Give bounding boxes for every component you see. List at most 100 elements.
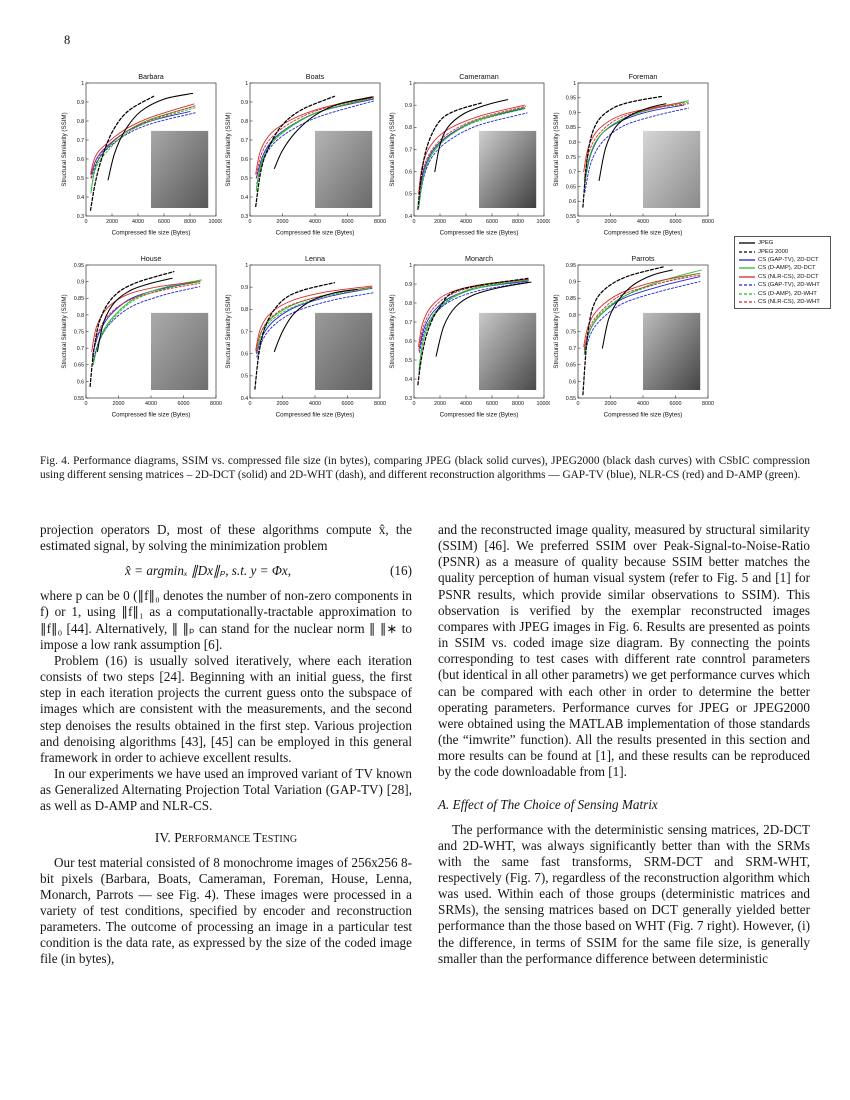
y-axis-label: Structural Similarity (SSIM) bbox=[225, 112, 232, 186]
legend-line-sample bbox=[739, 242, 755, 244]
figure-4: 0 2000 4000 6000 8000 10000 0.3 0.4 0.5 0.6 0.7 0.8… bbox=[40, 70, 831, 450]
y-axis-label: Structural Similarity (SSIM) bbox=[389, 112, 396, 186]
x-tick-label: 8000 bbox=[702, 219, 714, 225]
x-tick-label: 0 bbox=[413, 401, 416, 407]
legend-entry: CS (NLR-CS), 2D-DCT bbox=[738, 273, 827, 281]
x-tick-label: 2000 bbox=[605, 219, 617, 225]
x-tick-label: 8000 bbox=[512, 219, 524, 225]
series-cs-nlr-cs-2d-dct bbox=[90, 103, 195, 175]
x-tick-label: 0 bbox=[413, 219, 416, 225]
x-tick-label: 8000 bbox=[702, 401, 714, 407]
chart-barbara: 0 2000 4000 6000 8000 10000 0.3 0.4 0.5 0.6 0.7 0.8… bbox=[58, 70, 224, 248]
x-tick-label: 4000 bbox=[460, 219, 472, 225]
legend-label: JPEG 2000 bbox=[758, 248, 789, 255]
y-tick-label: 0.9 bbox=[241, 285, 249, 291]
y-tick-label: 0.3 bbox=[77, 214, 85, 220]
y-tick-label: 0.8 bbox=[405, 301, 413, 307]
chart-title: Monarch bbox=[465, 254, 493, 263]
x-tick-label: 4000 bbox=[637, 401, 649, 407]
x-tick-label: 8000 bbox=[374, 219, 386, 225]
y-tick-label: 0.9 bbox=[77, 100, 85, 106]
y-tick-label: 1 bbox=[245, 263, 248, 269]
inset-image-parrots-photo bbox=[643, 312, 701, 390]
legend-entry: JPEG 2000 bbox=[738, 247, 827, 255]
legend-label: CS (GAP-TV), 2D-DCT bbox=[758, 256, 819, 263]
series-cs-nlr-cs-2d-wht bbox=[418, 105, 527, 199]
x-tick-label: 6000 bbox=[670, 401, 682, 407]
chart-lenna: 0 2000 4000 6000 8000 0.4 0.5 0.6 0.7 0.8 0.9 1 Lenn… bbox=[222, 252, 386, 430]
y-tick-label: 0.85 bbox=[566, 296, 577, 302]
x-tick-label: 10000 bbox=[537, 219, 551, 225]
series-jpeg-2000 bbox=[582, 95, 664, 208]
chart-title: Lenna bbox=[305, 254, 325, 263]
x-tick-label: 2000 bbox=[434, 219, 446, 225]
y-tick-label: 0.55 bbox=[566, 214, 577, 220]
x-tick-label: 2000 bbox=[113, 401, 125, 407]
y-tick-label: 0.8 bbox=[241, 307, 249, 313]
legend-label: CS (NLR-CS), 2D-WHT bbox=[758, 298, 820, 305]
y-tick-label: 0.7 bbox=[241, 329, 249, 335]
x-tick-label: 6000 bbox=[158, 219, 170, 225]
paragraph: and the reconstructed image quality, mea… bbox=[438, 522, 810, 780]
y-tick-label: 0.6 bbox=[77, 157, 85, 163]
y-tick-label: 1 bbox=[245, 81, 248, 87]
x-tick-label: 8000 bbox=[184, 219, 196, 225]
paragraph: In our experiments we have used an impro… bbox=[40, 766, 412, 814]
x-tick-label: 0 bbox=[85, 219, 88, 225]
y-tick-label: 0.95 bbox=[566, 263, 577, 269]
x-tick-label: 2000 bbox=[106, 219, 118, 225]
x-tick-label: 4000 bbox=[637, 219, 649, 225]
inset-image-cameraman-photo bbox=[479, 130, 537, 208]
series-jpeg-2000 bbox=[255, 95, 336, 208]
chart-svg-foreman: 0 2000 4000 6000 8000 0.55 0.6 0.65 0.7 0.75 0.8 0.… bbox=[553, 72, 714, 237]
subsection-heading: A. Effect of The Choice of Sensing Matri… bbox=[438, 796, 658, 812]
series-cs-nlr-cs-2d-dct bbox=[583, 272, 701, 347]
series-cs-nlr-cs-2d-wht bbox=[90, 105, 196, 179]
x-axis-label: Compressed file size (Bytes) bbox=[604, 230, 683, 237]
x-axis-label: Compressed file size (Bytes) bbox=[112, 412, 191, 419]
chart-house: 0 2000 4000 6000 8000 0.55 0.6 0.65 0.7 0.75 0.8 0.… bbox=[58, 252, 222, 430]
chart-svg-monarch: 0 2000 4000 6000 8000 10000 0.3 0.4 0.5 0.6 0.7 0.8… bbox=[389, 254, 552, 419]
y-tick-label: 0.75 bbox=[566, 155, 577, 161]
series-cs-nlr-cs-2d-wht bbox=[255, 96, 374, 179]
paragraph: Problem (16) is usually solved iterative… bbox=[40, 652, 412, 765]
chart-title: Barbara bbox=[138, 72, 164, 81]
chart-svg-barbara: 0 2000 4000 6000 8000 10000 0.3 0.4 0.5 0.6 0.7 0.8… bbox=[61, 72, 224, 237]
y-tick-label: 0.7 bbox=[77, 138, 85, 144]
x-tick-label: 4000 bbox=[309, 219, 321, 225]
x-tick-label: 4000 bbox=[145, 401, 157, 407]
inset-image-boats-photo bbox=[315, 130, 373, 208]
y-tick-label: 0.9 bbox=[405, 103, 413, 109]
chart-monarch: 0 2000 4000 6000 8000 10000 0.3 0.4 0.5 0.6 0.7 0.8… bbox=[386, 252, 552, 430]
y-tick-label: 0.4 bbox=[405, 377, 413, 383]
chart-title: Foreman bbox=[629, 72, 658, 81]
y-tick-label: 0.5 bbox=[241, 374, 249, 380]
x-tick-label: 8000 bbox=[374, 401, 386, 407]
y-tick-label: 0.8 bbox=[569, 140, 577, 146]
chart-svg-lenna: 0 2000 4000 6000 8000 0.4 0.5 0.6 0.7 0.8 0.9 1 Lenn… bbox=[225, 254, 386, 419]
x-tick-label: 8000 bbox=[512, 401, 524, 407]
y-tick-label: 0.6 bbox=[569, 199, 577, 205]
y-tick-label: 0.4 bbox=[241, 396, 249, 402]
y-tick-label: 0.9 bbox=[405, 282, 413, 288]
series-jpeg bbox=[273, 288, 358, 353]
y-tick-label: 0.8 bbox=[77, 119, 85, 125]
y-tick-label: 0.75 bbox=[74, 329, 85, 335]
y-tick-label: 0.6 bbox=[77, 379, 85, 385]
y-tick-label: 0.7 bbox=[241, 138, 249, 144]
y-tick-label: 0.5 bbox=[405, 192, 413, 198]
series-cs-d-amp-2d-dct bbox=[90, 106, 194, 194]
x-axis-label: Compressed file size (Bytes) bbox=[440, 412, 519, 419]
y-tick-label: 0.9 bbox=[241, 100, 249, 106]
y-tick-label: 0.75 bbox=[566, 329, 577, 335]
figure-row-2: 0 2000 4000 6000 8000 0.55 0.6 0.65 0.7 0.75 0.8 0.… bbox=[58, 252, 810, 430]
y-axis-label: Structural Similarity (SSIM) bbox=[553, 112, 560, 186]
y-tick-label: 0.65 bbox=[566, 184, 577, 190]
y-tick-label: 0.6 bbox=[241, 157, 249, 163]
series-cs-nlr-cs-2d-wht bbox=[583, 103, 689, 180]
y-tick-label: 0.8 bbox=[77, 313, 85, 319]
x-axis-label: Compressed file size (Bytes) bbox=[112, 230, 191, 237]
legend-line-sample bbox=[739, 276, 755, 278]
series-cs-gap-tv-2d-wht bbox=[419, 281, 529, 353]
series-jpeg bbox=[273, 96, 373, 170]
